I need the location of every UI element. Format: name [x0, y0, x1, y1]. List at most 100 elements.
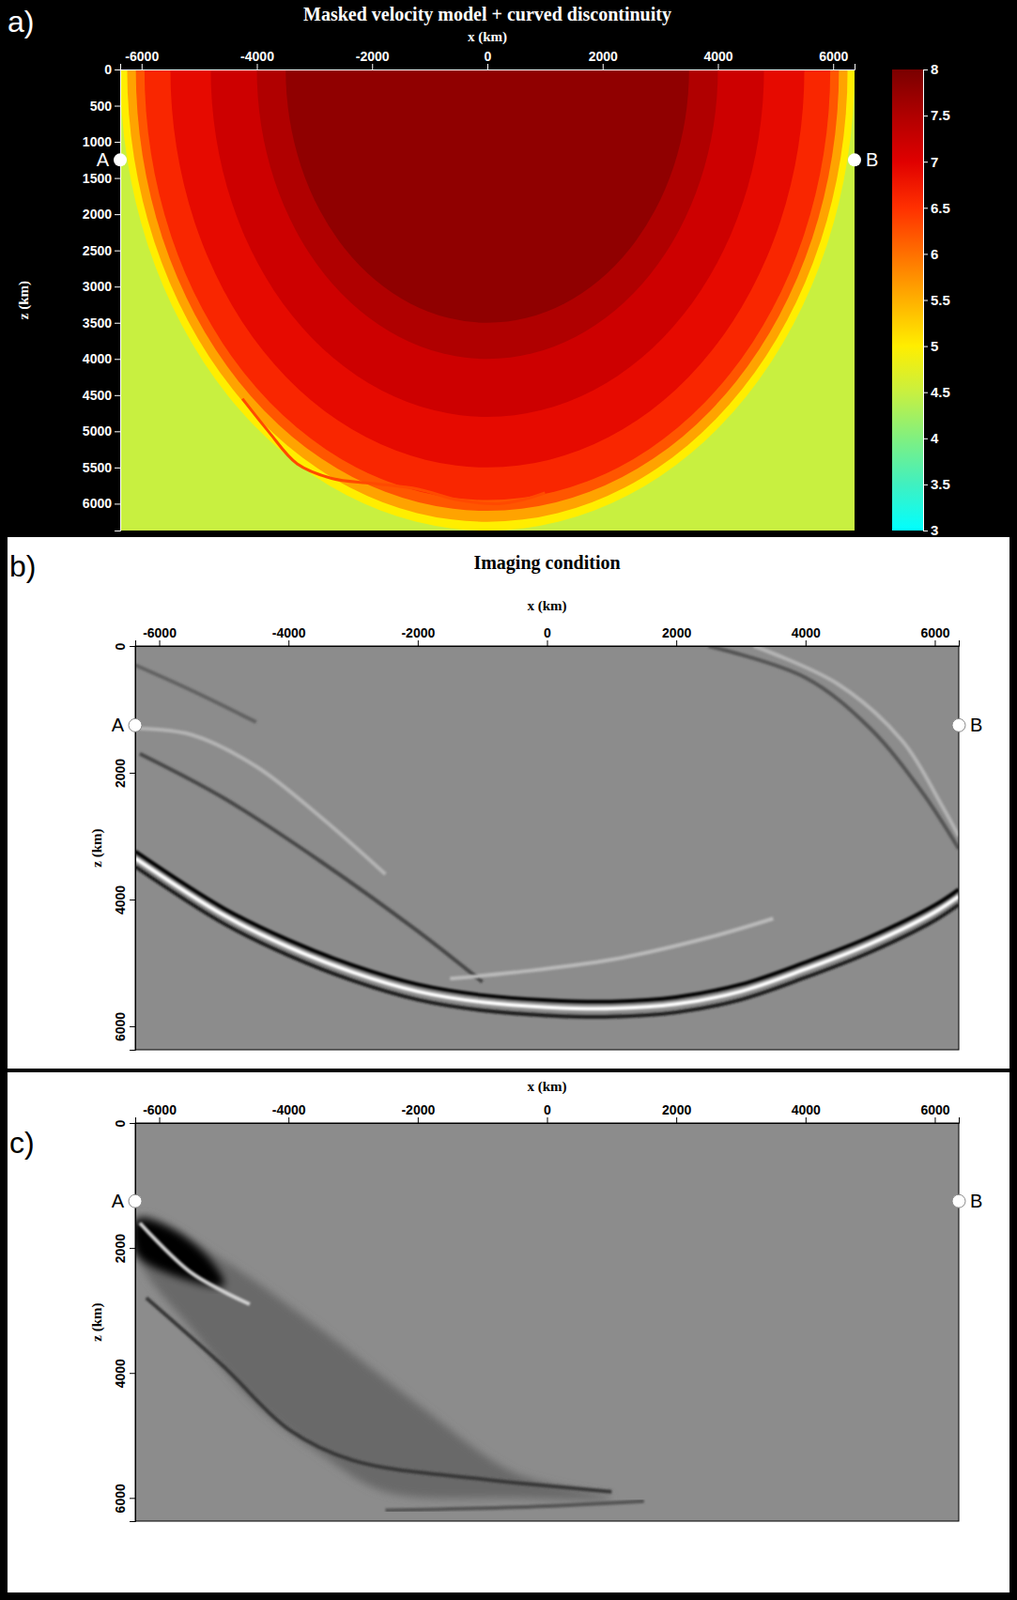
- panel-1: -6000-4000-20000200040006000020004000600…: [7, 537, 1010, 1069]
- z-tick-label: 5000: [82, 423, 112, 439]
- x-tick-label: -6000: [142, 625, 177, 641]
- z-tick-mark: [114, 286, 121, 288]
- panel-0: 33.544.555.566.577.58-6000-4000-20000200…: [7, 0, 951, 539]
- panel-letter: c): [9, 1125, 35, 1160]
- x-tick: -2000: [400, 625, 435, 647]
- x-tick-label: -2000: [400, 625, 435, 641]
- x-tick: 0: [484, 48, 493, 70]
- z-tick: 3500: [82, 315, 121, 331]
- x-tick-label: 0: [543, 625, 552, 641]
- colorbar-tick: 6: [923, 246, 939, 262]
- x-tick: 6000: [920, 1102, 950, 1124]
- z-tick: 5500: [82, 460, 121, 476]
- z-tick: 6000: [112, 1012, 136, 1042]
- z-axis-line: [129, 1124, 137, 1523]
- colorbar-tick-label: 6: [930, 246, 939, 262]
- image-event: [754, 646, 959, 836]
- station: [113, 153, 127, 167]
- x-tick-label: 6000: [920, 625, 950, 641]
- z-tick: 2000: [112, 758, 136, 788]
- x-axis: -6000-4000-20000200040006000: [136, 625, 960, 648]
- colorbar-tick: 7: [923, 154, 939, 170]
- colorbar-tick-mark: [923, 69, 928, 71]
- plot-frame: [135, 1123, 959, 1522]
- z-tick-mark: [129, 1026, 136, 1028]
- velocity-ring: [144, 69, 831, 501]
- colorbar-tick-label: 4.5: [930, 384, 951, 401]
- x-tick: -2000: [355, 48, 390, 70]
- z-tick-label: 2500: [82, 243, 112, 259]
- station-label: B: [865, 149, 879, 170]
- z-tick-mark: [114, 358, 121, 360]
- z-tick: 1500: [82, 170, 121, 186]
- colorbar-tick-label: 5: [930, 338, 939, 355]
- x-tick: 4000: [791, 1102, 821, 1124]
- z-axis-title: z (km): [15, 280, 32, 320]
- z-tick: 5000: [82, 423, 121, 439]
- x-tick-label: 0: [484, 48, 493, 64]
- z-tick: 4000: [112, 1358, 136, 1388]
- plot-data: [135, 646, 959, 1050]
- station: [128, 718, 142, 732]
- z-tick-mark: [114, 431, 121, 432]
- colorbar-tick-mark: [923, 484, 928, 486]
- station-label: A: [111, 1190, 125, 1212]
- x-tick-label: 2000: [662, 1102, 692, 1118]
- colorbar-tick: 7.5: [923, 107, 951, 124]
- z-tick-label: 0: [112, 642, 128, 650]
- x-tick: -6000: [142, 625, 177, 647]
- x-tick: 4000: [703, 48, 733, 70]
- x-tick-mark: [602, 63, 604, 70]
- image-event: [135, 858, 959, 1009]
- colorbar-tick-mark: [923, 115, 928, 117]
- colorbar-tick-label: 6.5: [930, 200, 951, 216]
- z-tick-mark: [129, 1248, 136, 1249]
- colorbar-tick-label: 4: [930, 430, 940, 447]
- colorbar-tick-label: 3: [930, 522, 939, 539]
- colorbar-tick-mark: [923, 392, 928, 394]
- z-tick-mark: [129, 772, 136, 774]
- z-tick-mark: [114, 467, 121, 469]
- z-tick-label: 4500: [82, 387, 112, 403]
- x-tick-mark: [159, 1117, 161, 1124]
- colorbar-tick: 6.5: [923, 200, 951, 216]
- z-axis: 0200040006000: [112, 642, 137, 1050]
- z-tick-label: 6000: [112, 1483, 128, 1513]
- z-tick-mark: [114, 141, 121, 143]
- x-axis-line: [136, 640, 960, 648]
- x-tick: 2000: [662, 625, 692, 647]
- station: [128, 1194, 142, 1208]
- z-tick-label: 2000: [112, 1233, 128, 1264]
- image-event: [449, 918, 773, 979]
- colorbar-tick-mark: [923, 346, 928, 348]
- x-tick: -4000: [272, 1102, 307, 1124]
- stations: AB: [111, 714, 984, 736]
- velocity-ring: [126, 69, 848, 523]
- x-tick-mark: [288, 640, 290, 647]
- station: [952, 718, 966, 732]
- z-tick: 0: [112, 642, 136, 650]
- station-label: A: [96, 149, 110, 170]
- x-tick-mark: [717, 63, 719, 70]
- panel-2: -6000-4000-20000200040006000020004000600…: [7, 1072, 1010, 1593]
- z-tick: 1000: [82, 134, 121, 150]
- colorbar-tick-mark: [923, 253, 928, 255]
- figure: 33.544.555.566.577.58-6000-4000-20000200…: [0, 0, 1017, 1600]
- x-tick-mark: [547, 640, 549, 647]
- x-axis-line: [121, 63, 856, 71]
- colorbar-tick-mark: [923, 207, 928, 209]
- z-tick-mark: [129, 1497, 136, 1499]
- panel-background: [7, 1072, 1010, 1593]
- z-tick: 2000: [112, 1233, 136, 1264]
- colorbar-tick-label: 8: [930, 61, 939, 78]
- colorbar-tick-label: 3.5: [930, 476, 951, 493]
- station-label: A: [111, 714, 125, 736]
- x-tick-label: 2000: [588, 48, 618, 64]
- image-event: [139, 1222, 250, 1305]
- stations: AB: [111, 1190, 984, 1212]
- x-tick: -6000: [124, 48, 159, 70]
- x-tick-label: 0: [543, 1102, 552, 1118]
- colorbar: [892, 69, 924, 531]
- image-event: [385, 1501, 644, 1511]
- image-event: [135, 664, 257, 723]
